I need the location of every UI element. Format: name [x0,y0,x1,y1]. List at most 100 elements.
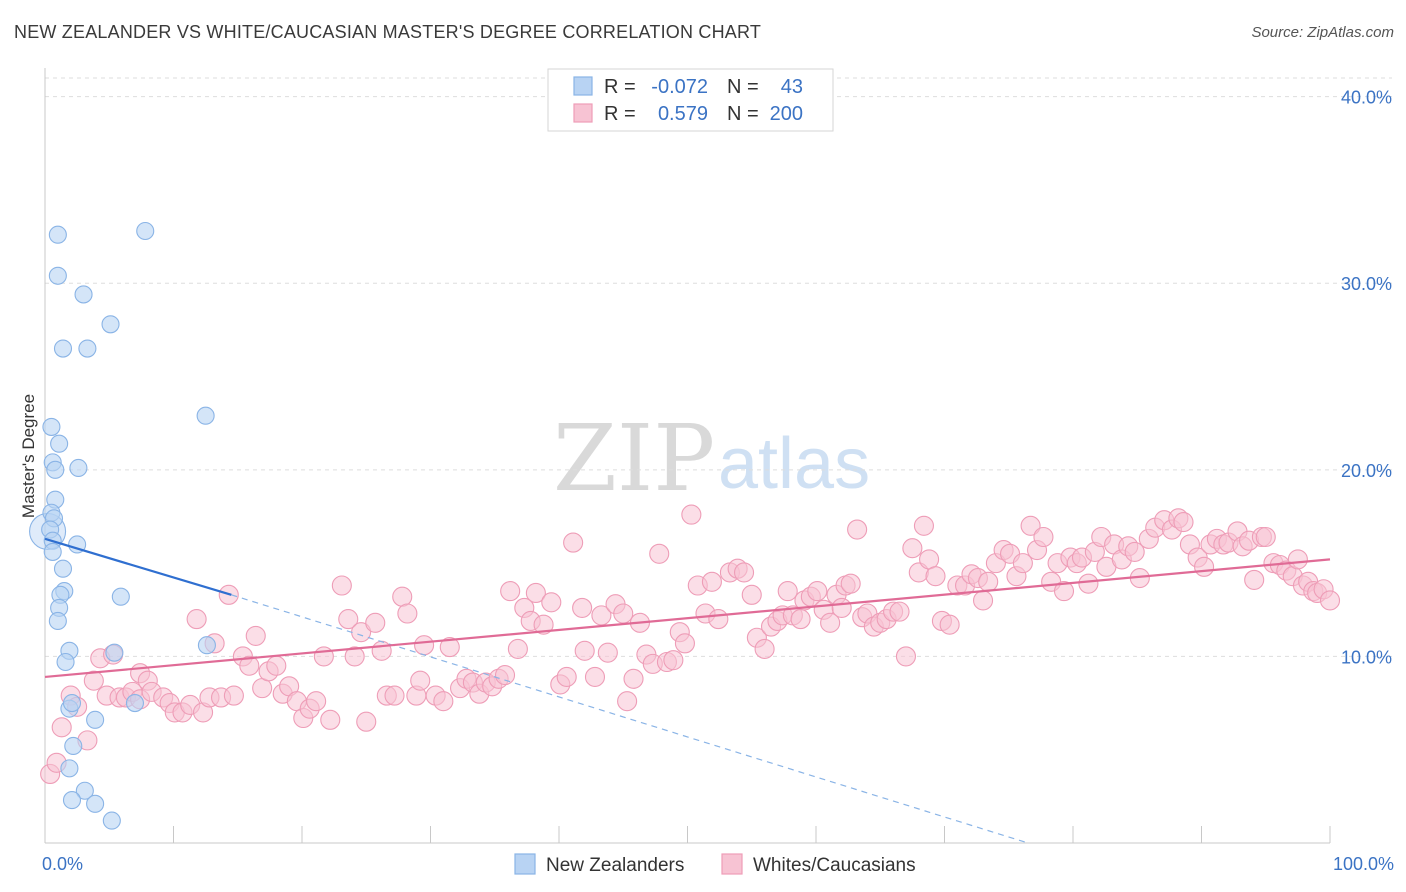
watermark-atlas: atlas [718,424,870,504]
whites-caucasians-point [1244,569,1265,590]
new-zealanders-point [69,458,88,478]
whites-caucasians-point [525,582,546,604]
whites-caucasians-point [1194,556,1215,577]
new-zealanders-point [46,460,65,479]
chart-title: NEW ZEALANDER VS WHITE/CAUCASIAN MASTER'… [14,22,762,42]
whites-caucasians-point [663,650,684,671]
whites-caucasians-point [777,581,798,602]
whites-caucasians-point [365,612,386,633]
watermark-zip: ZIP [553,405,715,512]
y-tick-label: 20.0% [1341,461,1392,481]
whites-caucasians-point [556,666,577,687]
whites-caucasians-point [617,691,638,712]
whites-caucasians-point [925,566,946,587]
new-zealanders-point [60,759,79,778]
new-zealanders-point [53,559,73,578]
whites-caucasians-point [847,519,868,540]
new-zealanders-point [102,811,121,830]
whites-caucasians-point [681,504,702,525]
whites-caucasians-point [507,638,528,660]
whites-caucasians-point [410,670,431,691]
whites-caucasians-point [306,691,327,712]
whites-caucasians-point [831,597,852,618]
new-zealanders-point [111,587,130,606]
new-zealanders-point [50,434,69,453]
new-zealanders-point [105,643,124,662]
whites-caucasians-point [613,603,634,624]
whites-caucasians-point [591,605,612,626]
whites-caucasians-point [902,538,923,559]
whites-caucasians-point [266,655,287,676]
whites-caucasians-point [895,646,917,667]
whites-caucasians-point [500,581,521,602]
legend-r-value: -0.072 [651,76,708,98]
whites-caucasians-point [223,685,244,706]
whites-caucasians-point [1078,573,1099,594]
new-zealanders-point [197,636,216,655]
whites-caucasians-point [889,601,910,622]
bottom-legend-label-new-zealanders: New Zealanders [546,855,684,876]
whites-caucasians-point [392,586,413,607]
whites-caucasians-point [574,640,595,661]
whites-caucasians-point [1012,553,1033,574]
whites-caucasians-point [1173,512,1194,533]
whites-caucasians-point [533,614,554,635]
whites-caucasians-point [397,603,418,624]
whites-caucasians-point [51,717,72,738]
legend-n-label: N = [727,103,759,125]
whites-caucasians-points [40,504,1341,785]
trend-lines [44,537,1331,844]
whites-caucasians-point [433,691,454,712]
whites-caucasians-point [919,549,940,570]
whites-caucasians-point [584,666,606,687]
y-tick-label: 10.0% [1341,647,1392,667]
whites-caucasians-point [245,625,266,646]
legend-swatch-pink [573,103,593,123]
legend-box: R = -0.072 N = 43 R = 0.579 N = 200 [547,68,834,132]
new-zealanders-point [62,791,82,810]
grid [45,77,1392,657]
axes [44,68,1331,844]
whites-caucasians-point [674,633,695,654]
legend-n-value: 43 [781,76,803,98]
bottom-legend: New Zealanders Whites/Caucasians [514,853,916,876]
whites-caucasians-point [344,646,365,667]
new-zealanders-point [43,542,62,561]
whites-caucasians-point [239,655,260,676]
y-axis-label: Master's Degree [19,394,38,518]
new-zealanders-point [86,794,105,813]
whites-caucasians-point [1124,541,1145,562]
new-zealanders-point [42,417,61,436]
source-label: Source: ZipAtlas.com [1251,24,1394,41]
y-tick-label: 40.0% [1341,88,1392,108]
new-zealanders-point [56,652,75,672]
whites-caucasians-point [1319,590,1341,611]
whites-caucasians-point [338,609,359,630]
whites-caucasians-point [414,635,435,656]
whites-caucasians-point [820,612,841,633]
new-zealanders-point [53,339,73,358]
whites-caucasians-point [83,670,104,691]
whites-caucasians-point [563,532,584,553]
whites-caucasians-point [1020,515,1041,536]
whites-caucasians-point [649,543,670,564]
whites-caucasians-point [572,597,593,618]
new-zealanders-point [136,221,155,241]
whites-caucasians-point [840,573,861,594]
bottom-legend-label-whites-caucasians: Whites/Caucasians [753,855,916,876]
whites-caucasians-point [320,709,341,730]
whites-caucasians-point [371,640,392,661]
whites-caucasians-point [252,678,273,699]
whites-caucasians-point [754,638,775,660]
whites-caucasians-point [331,575,352,596]
whites-caucasians-trend-line [44,558,1331,679]
new-zealanders-point [62,694,82,713]
whites-caucasians-point [1287,549,1308,570]
new-zealanders-point [48,266,67,285]
whites-caucasians-point [1053,581,1075,602]
x-tick-label: 0.0% [42,854,83,874]
legend-r-label: R = [604,76,636,98]
whites-caucasians-point [913,515,934,536]
legend-n-label: N = [727,76,759,98]
